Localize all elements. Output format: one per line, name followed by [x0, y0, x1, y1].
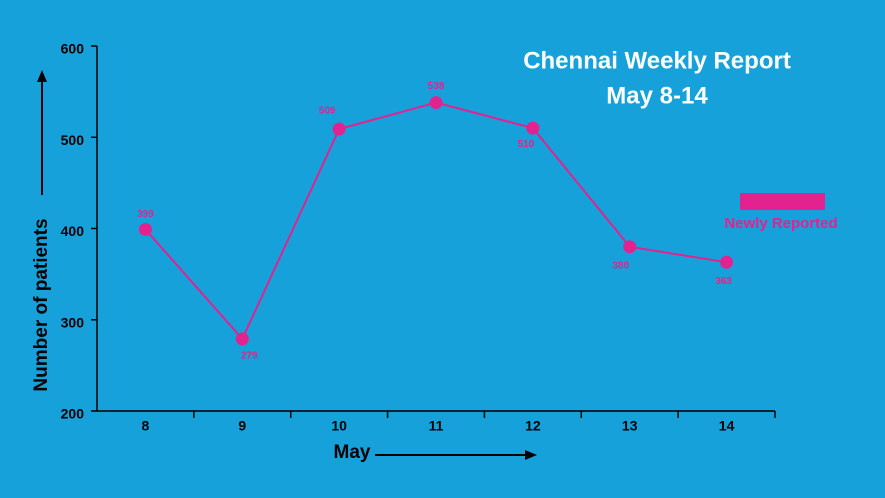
x-tick-label: 9: [238, 418, 246, 434]
data-label: 363: [715, 276, 732, 287]
y-tick-label: 200: [61, 406, 85, 422]
y-tick-label: 600: [61, 41, 85, 57]
point: [720, 255, 734, 269]
y-axis-label: Number of patients: [31, 218, 52, 391]
point: [138, 222, 152, 236]
x-tick-label: 10: [331, 418, 347, 434]
x-tick-label: 11: [429, 418, 444, 434]
x-arrowhead: [525, 450, 537, 460]
data-label: 509: [319, 106, 336, 117]
x-tick-label: 8: [142, 418, 150, 434]
legend-label: Newly Reported: [724, 215, 837, 232]
chart-subtitle: May 8-14: [606, 82, 708, 109]
x-tick-label: 14: [719, 418, 735, 434]
data-label: 279: [241, 351, 258, 362]
x-tick-label: 13: [622, 418, 638, 434]
y-tick-label: 400: [61, 223, 85, 239]
point: [332, 122, 346, 136]
legend-swatch: [740, 193, 825, 210]
point: [235, 332, 249, 346]
point: [526, 121, 540, 135]
data-label: 399: [137, 209, 154, 220]
y-tick-label: 500: [61, 132, 85, 148]
x-tick-label: 12: [525, 418, 541, 434]
y-tick-label: 300: [61, 314, 85, 330]
data-label: 510: [518, 139, 535, 150]
x-axis-label: May: [334, 442, 371, 463]
data-label: 380: [612, 260, 629, 271]
data-label: 538: [428, 81, 445, 92]
point: [429, 96, 443, 110]
chart-title: Chennai Weekly Report: [523, 47, 791, 74]
y-arrowhead: [37, 70, 47, 82]
point: [623, 240, 637, 254]
